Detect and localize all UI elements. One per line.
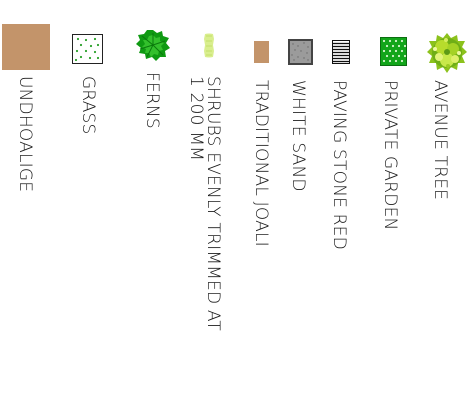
avenue-tree-label: AVENUE TREE	[430, 80, 450, 201]
grass-label: GRASS	[78, 76, 98, 135]
dotted-green-square-icon	[72, 34, 103, 64]
shrubs-label-line-2: 1 200 MM	[186, 76, 206, 162]
shrubs-label-line-1: SHRUBS EVENLY TRIMMED AT	[203, 76, 223, 331]
ferns-label: FERNS	[142, 72, 162, 129]
pale-green-shrub-icon	[203, 33, 215, 58]
tan-rectangle-icon	[254, 41, 269, 63]
large-tan-square-icon	[2, 24, 50, 70]
paving-stone-red-label: PAVING STONE RED	[329, 80, 349, 250]
stippled-gray-square-icon	[288, 39, 313, 65]
horizontal-lines-square-icon	[332, 40, 350, 64]
traditional-joali-label: TRADITIONAL JOALI	[251, 80, 271, 247]
fern-leaf-icon	[135, 29, 171, 61]
tree-canopy-icon	[426, 32, 468, 74]
shrubs-label: SHRUBS EVENLY TRIMMED AT 1 200 MM	[186, 76, 223, 331]
undhoalige-label: UNDHOALIGE	[15, 76, 35, 193]
white-sand-label: WHITE SAND	[288, 80, 308, 192]
hatched-green-square-icon	[380, 37, 407, 66]
private-garden-label: PRIVATE GARDEN	[380, 80, 400, 231]
